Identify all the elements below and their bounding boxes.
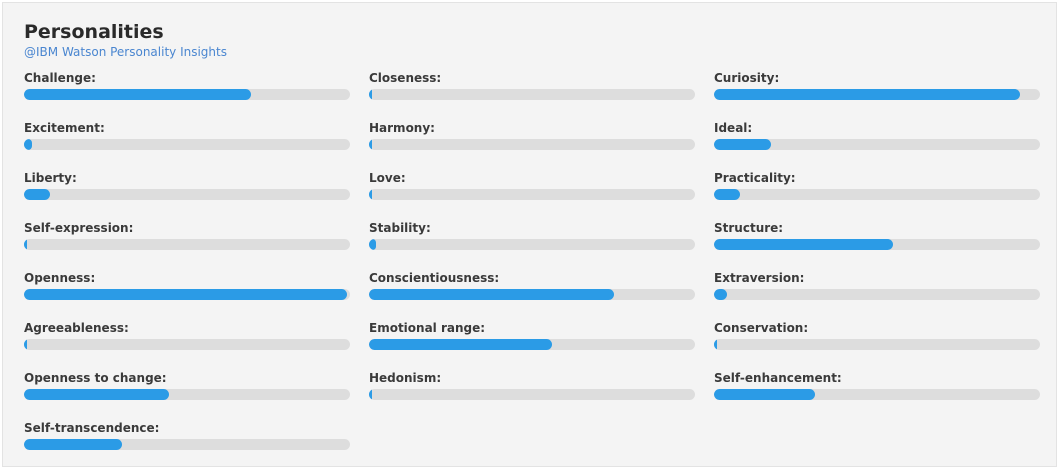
trait-bar-track [24,139,350,150]
trait-bar-track [714,139,1040,150]
trait-bar-track [24,239,350,250]
trait-bar-fill [369,189,372,200]
trait-item: Practicality: [714,170,1040,202]
trait-bar-track [714,289,1040,300]
trait-bar-track [24,389,350,400]
trait-bar-track [714,239,1040,250]
trait-bar-fill [714,239,893,250]
trait-label: Excitement: [24,121,105,135]
trait-label: Closeness: [369,71,442,85]
trait-label: Conscientiousness: [369,271,500,285]
trait-bar-fill [24,339,27,350]
trait-label: Ideal: [714,121,753,135]
trait-bar-track [369,89,695,100]
trait-item: Openness to change: [24,370,350,402]
trait-label: Stability: [369,221,431,235]
trait-label: Self-expression: [24,221,134,235]
trait-bar-fill [714,89,1020,100]
trait-item: Openness: [24,270,350,302]
trait-bar-fill [714,289,727,300]
trait-item: Stability: [369,220,695,252]
trait-bar-fill [369,339,552,350]
trait-bar-track [369,239,695,250]
trait-bar-track [369,189,695,200]
trait-item: Closeness: [369,70,695,102]
trait-label: Harmony: [369,121,435,135]
trait-bar-fill [369,139,372,150]
trait-bar-track [24,289,350,300]
trait-item: Ideal: [714,120,1040,152]
trait-label: Self-transcendence: [24,421,160,435]
trait-item: Emotional range: [369,320,695,352]
trait-bar-fill [24,89,251,100]
trait-item: Harmony: [369,120,695,152]
trait-bar-fill [24,439,122,450]
trait-bar-fill [24,389,169,400]
trait-bar-track [714,189,1040,200]
trait-bar-fill [714,189,740,200]
trait-item: Conscientiousness: [369,270,695,302]
trait-label: Conservation: [714,321,809,335]
trait-bar-track [24,89,350,100]
trait-label: Love: [369,171,406,185]
trait-item: Extraversion: [714,270,1040,302]
trait-bar-track [369,289,695,300]
trait-label: Agreeableness: [24,321,129,335]
trait-bar-fill [369,289,614,300]
trait-label: Curiosity: [714,71,780,85]
trait-bar-fill [24,189,50,200]
trait-label: Openness: [24,271,96,285]
trait-label: Structure: [714,221,784,235]
trait-bar-fill [369,239,376,250]
trait-bar-fill [714,389,815,400]
trait-bar-fill [714,339,717,350]
trait-item: Self-transcendence: [24,420,350,452]
trait-bar-fill [369,389,372,400]
trait-item: Self-enhancement: [714,370,1040,402]
trait-label: Practicality: [714,171,796,185]
trait-item: Hedonism: [369,370,695,402]
trait-bar-fill [24,239,27,250]
trait-label: Liberty: [24,171,77,185]
trait-bar-track [714,339,1040,350]
trait-bar-fill [714,139,771,150]
trait-item: Conservation: [714,320,1040,352]
trait-bar-track [369,389,695,400]
trait-item: Self-expression: [24,220,350,252]
panel-subtitle: @IBM Watson Personality Insights [24,45,227,59]
trait-bar-track [714,89,1040,100]
trait-label: Hedonism: [369,371,442,385]
trait-label: Emotional range: [369,321,486,335]
trait-bar-track [369,339,695,350]
trait-item: Agreeableness: [24,320,350,352]
trait-bar-track [24,439,350,450]
trait-bar-fill [24,139,32,150]
trait-item: Structure: [714,220,1040,252]
trait-item: Love: [369,170,695,202]
trait-item: Curiosity: [714,70,1040,102]
trait-label: Challenge: [24,71,96,85]
trait-bar-track [714,389,1040,400]
trait-label: Extraversion: [714,271,805,285]
trait-item: Challenge: [24,70,350,102]
trait-bar-fill [369,89,372,100]
panel-title: Personalities [24,21,164,43]
trait-bar-track [24,339,350,350]
trait-label: Openness to change: [24,371,167,385]
trait-bar-track [369,139,695,150]
trait-label: Self-enhancement: [714,371,842,385]
trait-bar-track [24,189,350,200]
trait-item: Liberty: [24,170,350,202]
trait-item: Excitement: [24,120,350,152]
trait-bar-fill [24,289,347,300]
